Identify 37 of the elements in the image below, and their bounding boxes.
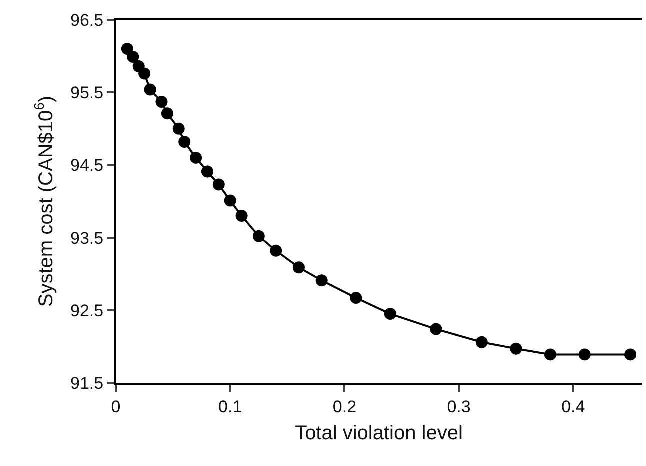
x-axis-title: Total violation level: [295, 422, 463, 444]
y-tick-label: 93.5: [70, 228, 104, 248]
x-tick-label: 0: [111, 397, 121, 416]
point: [236, 210, 248, 222]
x-tick-label: 0.1: [218, 397, 242, 416]
y-tick-label: 92.5: [70, 301, 104, 320]
point: [252, 230, 265, 242]
point: [476, 336, 488, 348]
point: [350, 292, 362, 304]
point: [201, 166, 214, 178]
x-tick-label: 0.2: [332, 397, 357, 416]
point: [430, 323, 442, 336]
point: [316, 274, 328, 287]
point: [292, 262, 305, 274]
point: [224, 194, 236, 207]
point: [384, 308, 396, 320]
point: [190, 152, 202, 164]
point: [544, 348, 557, 361]
y-tick-label: 91.5: [70, 374, 104, 393]
point: [138, 68, 151, 80]
x-tick-label: 0.4: [562, 397, 586, 416]
x-tick-label: 0.3: [447, 397, 471, 416]
point: [178, 136, 191, 148]
point: [578, 348, 591, 361]
y-tick-label: 95.5: [70, 84, 104, 103]
point: [510, 342, 522, 355]
point: [624, 348, 637, 361]
point: [121, 43, 134, 56]
point: [212, 178, 225, 191]
y-tick-label: 96.5: [70, 10, 104, 30]
point: [144, 84, 156, 96]
point: [156, 96, 168, 108]
point: [127, 51, 140, 64]
point: [270, 244, 282, 257]
point: [172, 122, 185, 135]
y-tick-label: 94.5: [70, 156, 104, 176]
point: [161, 108, 174, 120]
